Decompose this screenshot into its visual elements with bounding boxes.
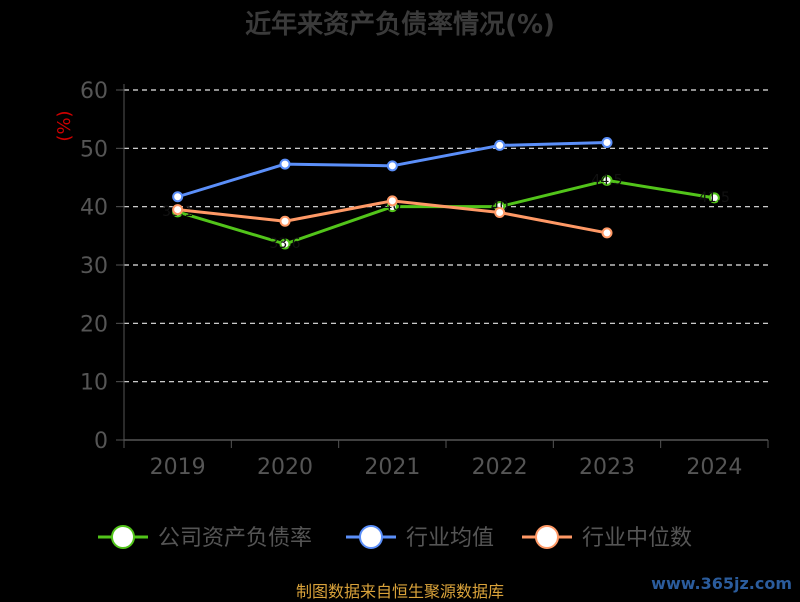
- x-tick-label: 2021: [364, 455, 420, 480]
- data-point: [386, 160, 398, 172]
- x-tick-label: 2024: [686, 455, 742, 480]
- x-tick-label: 2019: [150, 455, 206, 480]
- data-point: [601, 137, 613, 148]
- data-point: [601, 227, 613, 239]
- y-axis-label: (%): [54, 110, 75, 141]
- legend-marker: [359, 525, 383, 549]
- legend-label: 行业中位数: [582, 526, 692, 551]
- y-tick-label: 50: [80, 137, 108, 162]
- y-tick-label: 0: [94, 429, 108, 454]
- data-label: 33.6: [269, 236, 300, 252]
- data-point: [494, 139, 506, 151]
- data-point: [172, 191, 184, 203]
- x-tick-label: 2023: [579, 455, 635, 480]
- y-tick-label: 60: [80, 79, 108, 104]
- data-point: [172, 204, 184, 216]
- watermark: www.365jz.com: [651, 574, 792, 593]
- data-point: [708, 192, 720, 204]
- y-tick-label: 10: [80, 371, 108, 396]
- legend-label: 行业均值: [406, 526, 494, 551]
- x-tick-label: 2020: [257, 455, 313, 480]
- source-note: 制图数据来自恒生聚源数据库: [295, 582, 504, 601]
- legend-marker: [111, 525, 135, 549]
- data-point: [601, 174, 613, 186]
- data-point: [386, 195, 398, 207]
- chart-title: 近年来资产负债率情况(%): [245, 10, 555, 40]
- data-point: [279, 158, 291, 170]
- y-tick-label: 40: [80, 196, 108, 221]
- data-point: [494, 207, 506, 218]
- data-label: 41.5: [699, 190, 730, 206]
- grid-lines: [124, 89, 768, 383]
- y-tick-label: 30: [80, 254, 108, 279]
- y-tick-label: 20: [80, 312, 108, 337]
- legend-marker: [535, 525, 559, 549]
- axes: 0 10 20 30 40 50 60 2019 2020 2021 2022 2023 2024 (%): [54, 79, 769, 480]
- series-line-0: [177, 178, 715, 246]
- data-point: [279, 238, 291, 250]
- data-label: 44.5: [591, 172, 622, 188]
- x-tick-label: 2022: [472, 455, 528, 480]
- data-point: [279, 215, 291, 227]
- legend-label: 公司资产负债率: [158, 526, 312, 551]
- legend: 公司资产负债率 行业均值 行业中位数: [98, 525, 692, 551]
